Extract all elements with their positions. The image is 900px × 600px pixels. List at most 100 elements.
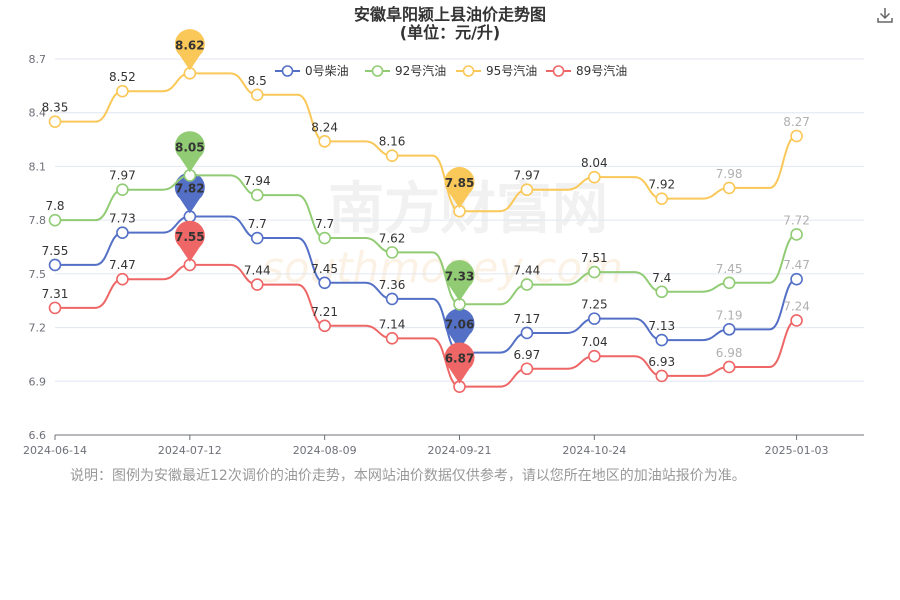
series-layer: 7.557.73 7.77.457.367.177.257.137.197.477…: [42, 29, 810, 393]
data-point[interactable]: [722, 323, 736, 336]
data-point[interactable]: [655, 369, 669, 383]
data-point[interactable]: [588, 265, 601, 279]
data-label: 7.97: [514, 169, 541, 183]
y-tick-label: 7.2: [29, 322, 47, 335]
data-point[interactable]: [655, 333, 669, 347]
data-point[interactable]: [790, 129, 803, 143]
series-3: 7.31 7.47 7.44 7.21 7.14 6.97 7.04 6.93 6.98 7.24…: [42, 220, 810, 393]
data-point[interactable]: [318, 276, 331, 290]
min-pin: 7.85: [444, 167, 475, 209]
x-tick-label: 2024-08-09: [293, 444, 357, 457]
legend-marker: [281, 65, 294, 77]
data-point[interactable]: [588, 312, 601, 325]
data-point[interactable]: [48, 301, 62, 315]
data-label: 8.52: [109, 70, 136, 84]
data-label: 7.31: [42, 287, 69, 301]
data-label: 7.4: [652, 271, 671, 285]
data-label: 7.98: [716, 167, 743, 181]
data-point[interactable]: [722, 360, 736, 374]
data-point[interactable]: [655, 192, 669, 205]
data-point[interactable]: [318, 135, 331, 148]
data-point[interactable]: [790, 272, 803, 286]
data-label: 7.04: [581, 335, 608, 349]
data-label: 7.55: [42, 244, 69, 258]
legend-marker: [371, 65, 384, 77]
data-label: 7.44: [244, 264, 271, 278]
series-2: 8.35 8.52 8.5 8.24 8.16 7.97 8.04 7.92 7.98 8.27 8…: [42, 29, 810, 218]
data-point[interactable]: [48, 115, 62, 128]
data-point[interactable]: [790, 228, 803, 241]
pin-marker: [174, 220, 205, 262]
legend-item-1[interactable]: 92号汽油: [365, 63, 446, 78]
data-label: 7.47: [783, 258, 810, 272]
pin-label: 7.33: [445, 269, 475, 283]
data-point[interactable]: [722, 181, 736, 195]
pin-label: 7.06: [445, 318, 475, 332]
data-label: 7.47: [109, 258, 136, 272]
data-label: 8.04: [581, 156, 608, 170]
legend-marker: [462, 65, 475, 77]
data-point[interactable]: [520, 278, 534, 291]
data-label: 7.19: [716, 308, 743, 322]
data-point[interactable]: [385, 332, 399, 345]
pin-label: 8.62: [175, 38, 205, 52]
legend-label: 92号汽油: [395, 63, 446, 78]
data-point[interactable]: [48, 258, 62, 272]
legend-label: 89号汽油: [576, 63, 627, 78]
data-label: 7.17: [514, 312, 541, 326]
legend-marker: [552, 65, 565, 77]
legend-item-0[interactable]: 0号柴油: [275, 64, 349, 78]
data-label: 6.97: [514, 348, 541, 362]
x-tick-label: 2024-07-12: [158, 444, 222, 457]
legend-label: 0号柴油: [305, 64, 349, 78]
data-point[interactable]: [116, 183, 129, 197]
series-1: 7.8 7.97 7.94 7.7 7.62 7.44 7.51 7.4 7.45 7.72 8.0…: [45, 131, 810, 311]
data-label: 7.7: [315, 217, 334, 231]
data-label: 7.21: [311, 305, 338, 319]
chart-subtitle: (单位：元/升): [400, 23, 500, 42]
data-label: 7.51: [581, 251, 608, 265]
data-point[interactable]: [116, 226, 129, 239]
data-point[interactable]: [722, 276, 736, 290]
data-label: 6.98: [716, 346, 743, 360]
data-label: 7.97: [109, 169, 136, 183]
data-point[interactable]: [250, 88, 264, 102]
data-label: 6.93: [648, 355, 675, 369]
data-point[interactable]: [655, 285, 669, 299]
legend[interactable]: 0号柴油 92号汽油 95号汽油 89号汽油: [275, 63, 627, 78]
max-pin: 8.62: [174, 29, 205, 71]
data-point[interactable]: [385, 292, 399, 306]
legend-item-2[interactable]: 95号汽油: [456, 63, 537, 78]
data-point[interactable]: [250, 278, 264, 291]
data-label: 7.7: [248, 217, 267, 231]
data-label: 7.14: [379, 317, 406, 331]
data-point[interactable]: [318, 319, 331, 333]
data-point[interactable]: [520, 362, 534, 376]
data-point[interactable]: [385, 149, 399, 162]
pin-marker: [174, 29, 205, 71]
max-pin: 7.55: [174, 220, 205, 262]
y-tick-label: 8.4: [29, 107, 47, 120]
download-icon[interactable]: [876, 6, 894, 24]
data-point[interactable]: [116, 272, 129, 286]
data-point[interactable]: [250, 188, 264, 202]
data-point[interactable]: [318, 231, 331, 245]
data-point[interactable]: [250, 231, 264, 245]
data-point[interactable]: [520, 326, 534, 340]
pin-marker: [444, 260, 475, 302]
data-point[interactable]: [116, 84, 129, 98]
data-point[interactable]: [588, 170, 601, 184]
legend-item-3[interactable]: 89号汽油: [546, 63, 627, 78]
pin-marker: [444, 342, 475, 384]
data-point[interactable]: [520, 183, 534, 197]
data-point[interactable]: [385, 246, 399, 259]
x-tick-label: 2025-01-03: [765, 444, 829, 457]
data-point[interactable]: [48, 213, 62, 227]
data-point[interactable]: [790, 314, 803, 327]
pin-marker: [174, 131, 205, 173]
pin-label: 7.85: [445, 176, 475, 190]
data-label: 7.13: [648, 319, 675, 333]
data-point[interactable]: [588, 349, 601, 363]
data-label: 8.24: [311, 120, 338, 134]
data-label: 7.36: [379, 278, 406, 292]
